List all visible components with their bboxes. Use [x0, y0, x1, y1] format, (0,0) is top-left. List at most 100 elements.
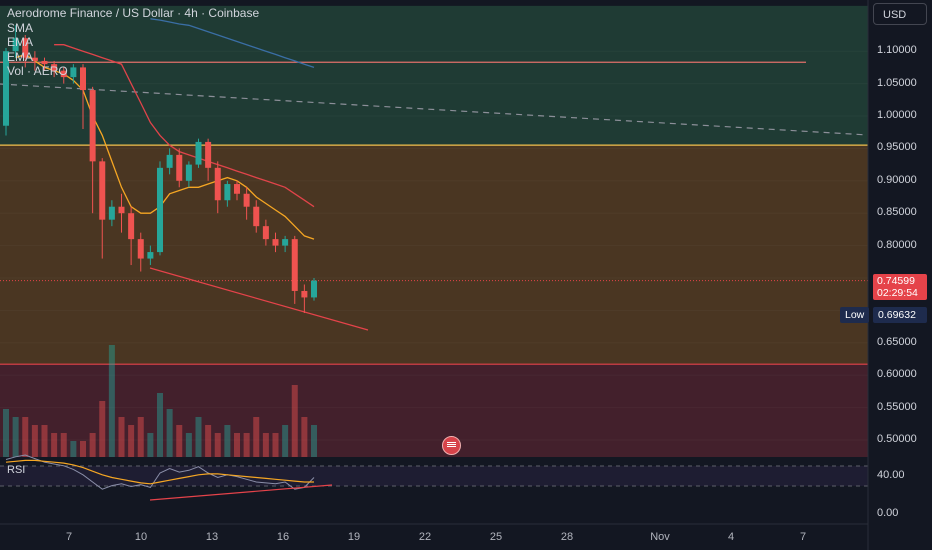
candle-body [41, 60, 48, 65]
last-price-value: 0.74599 [877, 275, 915, 287]
volume-bar [80, 441, 86, 457]
volume-bar [166, 409, 173, 457]
us-flag-event-icon[interactable] [442, 436, 461, 455]
time-tick-label: 22 [418, 531, 432, 543]
candle [195, 138, 202, 168]
candle-body [12, 38, 19, 52]
dashed-trendline [0, 83, 869, 136]
volume-bar [41, 425, 48, 457]
candle [166, 148, 173, 175]
ema-red-line [54, 44, 315, 208]
indicator-sma[interactable]: SMA [7, 20, 34, 35]
candle [108, 200, 115, 227]
indicator-ema-2[interactable]: EMA [7, 49, 34, 64]
chart-title[interactable]: Aerodrome Finance / US Dollar · 4h · Coi… [7, 6, 260, 20]
candle-body [282, 239, 289, 246]
price-tick-label: 0.85000 [877, 206, 917, 219]
price-tick-label: 1.00000 [877, 109, 917, 121]
candle [205, 138, 212, 181]
volume-bar [118, 417, 125, 457]
volume-bar [51, 433, 58, 457]
candle [137, 232, 144, 272]
time-tick-label: Nov [650, 531, 670, 543]
volume-bar [311, 425, 317, 457]
candle [262, 219, 269, 246]
volume-bar [22, 417, 29, 457]
volume-bar [272, 433, 279, 457]
candle-body [205, 141, 212, 168]
candle [301, 284, 308, 313]
volume-bar [89, 433, 96, 457]
candle [243, 187, 250, 220]
candle [118, 193, 125, 233]
level-layer [0, 61, 868, 365]
candle-body [31, 57, 38, 61]
volume-bar [3, 409, 9, 457]
candle-body [51, 64, 58, 71]
candle-body [176, 154, 183, 181]
candle [12, 25, 19, 58]
time-tick-label: 28 [560, 531, 574, 543]
candle [157, 161, 163, 256]
candle [89, 86, 96, 214]
candle-body [89, 90, 96, 162]
volume-bar [262, 433, 269, 457]
candle-body [253, 206, 260, 227]
volume-bar [147, 433, 154, 457]
indicator-ema-1[interactable]: EMA [7, 35, 34, 49]
candle-body [224, 184, 231, 201]
rsi-tick-label: 0.00 [877, 507, 899, 519]
candle [41, 57, 48, 71]
candle-body [108, 206, 115, 220]
volume-bar [70, 441, 77, 457]
currency-button[interactable]: USD [873, 3, 927, 25]
candle [3, 47, 9, 136]
volume-bar [157, 393, 163, 457]
time-tick-label: 16 [276, 531, 290, 543]
candle [51, 60, 58, 78]
low-value-tag: 0.69632 [873, 307, 927, 323]
candle [185, 161, 192, 188]
candle [176, 148, 183, 188]
candle [224, 180, 231, 207]
candle [147, 245, 154, 266]
candle [31, 51, 38, 71]
volume-bar [99, 401, 106, 457]
candle-body [234, 184, 240, 194]
volume-bar [282, 425, 289, 457]
price-tick-label: 1.05000 [877, 76, 917, 89]
volume-bar [60, 433, 67, 457]
price-tick-label: 0.95000 [877, 141, 917, 154]
rsi-indicator-label[interactable]: RSI [7, 464, 26, 476]
candle [282, 235, 289, 253]
candle-body [99, 161, 106, 220]
candle [99, 158, 106, 259]
candle [291, 235, 298, 304]
rsi-pane [0, 454, 868, 524]
price-tick-label: 1.10000 [877, 44, 917, 57]
candle [80, 64, 86, 129]
candle-body [80, 67, 86, 91]
volume-bar [137, 417, 144, 457]
zone-mid [0, 145, 868, 365]
price-tick-label: 0.65000 [877, 335, 917, 348]
volume-bar [214, 433, 221, 457]
rsi-band [0, 466, 868, 486]
rsi-tick-label: 40.00 [877, 469, 905, 481]
candle-body [272, 239, 279, 246]
candle-body [291, 239, 298, 291]
candle-body [195, 141, 202, 165]
time-tick-label: 25 [489, 531, 503, 543]
price-tick-label: 0.80000 [877, 238, 917, 251]
candle-layer [3, 25, 317, 313]
volume-bar [195, 417, 202, 457]
candle-body [301, 290, 308, 298]
volume-bar [291, 385, 298, 457]
indicator-volume[interactable]: Vol · AERO [7, 64, 68, 78]
time-tick-label: 7 [799, 531, 807, 543]
volume-bar [243, 433, 250, 457]
volume-bar [108, 345, 115, 457]
volume-bar [12, 417, 19, 457]
candle-body [128, 213, 135, 240]
